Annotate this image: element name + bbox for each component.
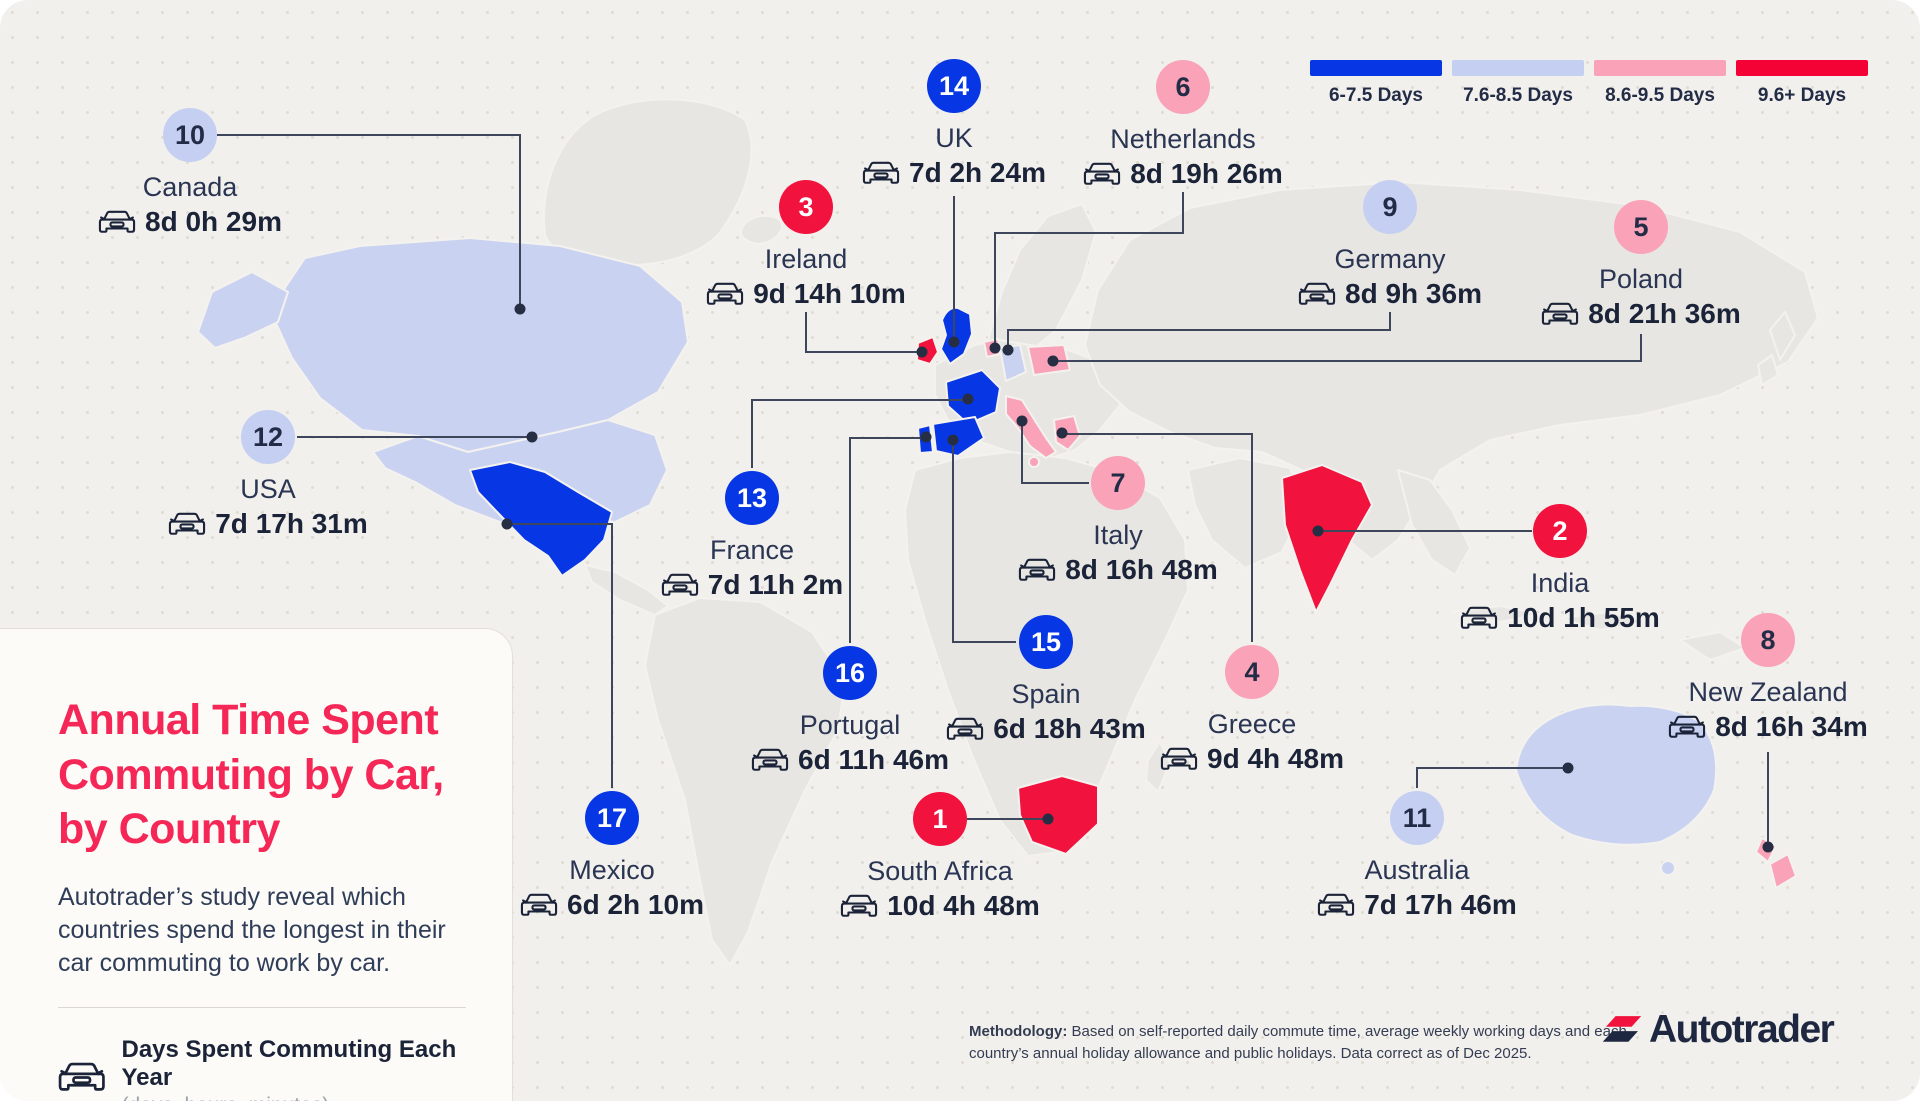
country-shape-italy [1005, 395, 1057, 459]
indonesia-shape-1 [1451, 605, 1541, 623]
country-shape-sicily [1028, 456, 1040, 468]
key-row: Days Spent Commuting Each Year (days, ho… [58, 1036, 466, 1101]
south-america-shape [644, 597, 846, 966]
legend-swatch-red [1736, 60, 1868, 76]
leader-italy [1021, 426, 1089, 484]
country-shape-canada [269, 237, 689, 453]
legend-item-7-6-8-5: 7.6-8.5 Days [1452, 60, 1584, 107]
leader-portugal [849, 437, 922, 643]
key-sublabel: (days, hours, minutes) [122, 1094, 467, 1101]
legend-item-6-7-5: 6-7.5 Days [1310, 60, 1442, 107]
greenland-shape [543, 98, 753, 266]
leader-greece [1066, 433, 1253, 642]
legend-item-8-6-9-5: 8.6-9.5 Days [1594, 60, 1726, 107]
autotrader-logo: Autotrader [1602, 1008, 1835, 1052]
country-shape-tasmania [1660, 860, 1676, 876]
country-shape-mexico [469, 461, 613, 577]
middle-east-shape [1187, 457, 1306, 569]
title-panel: Annual Time Spent Commuting by Car, by C… [0, 628, 513, 1101]
legend-swatch-pink [1594, 60, 1726, 76]
leader-australia [1416, 767, 1564, 788]
leader-mexico [511, 523, 613, 788]
legend-label: 7.6-8.5 Days [1463, 85, 1573, 106]
highlighted-countries [197, 237, 1797, 889]
iceland-shape [740, 214, 783, 245]
methodology-text: Based on self-reported daily commute tim… [969, 1023, 1627, 1062]
key-label: Days Spent Commuting Each Year [121, 1035, 457, 1091]
leader-germany [1007, 312, 1391, 346]
country-shape-australia [1515, 703, 1718, 846]
legend-label: 9.6+ Days [1757, 85, 1847, 106]
japan-shape-1 [1769, 311, 1796, 361]
panel-divider [58, 1006, 466, 1008]
car-icon [58, 1058, 106, 1096]
autotrader-flag-icon [1602, 1016, 1642, 1042]
color-legend: 6-7.5 Days 7.6-8.5 Days 8.6-9.5 Days 9.6… [1310, 60, 1868, 107]
country-shape-india [1281, 464, 1373, 613]
japan-shape-2 [1757, 354, 1779, 386]
indonesia-shape-2 [1559, 611, 1649, 631]
legend-item-9-6-plus: 9.6+ Days [1736, 60, 1868, 107]
legend-label: 6-7.5 Days [1328, 85, 1423, 106]
legend-swatch-blue [1310, 60, 1442, 76]
leader-spain [952, 444, 1016, 643]
central-america-shape [584, 564, 669, 616]
page-title: Annual Time Spent Commuting by Car, by C… [58, 696, 444, 854]
leader-ireland [805, 312, 918, 353]
country-shape-new-zealand-south [1769, 853, 1797, 889]
country-shape-uk [940, 306, 973, 365]
scandinavia-shape [987, 203, 1097, 359]
leader-netherlands [994, 192, 1184, 344]
asia-shape [1084, 181, 1819, 561]
page-subtitle: Autotrader’s study reveal which countrie… [58, 882, 446, 978]
brand-name: Autotrader [1649, 1008, 1835, 1051]
methodology-note: Methodology: Based on self-reported dail… [969, 1021, 1659, 1065]
madagascar-shape [1145, 741, 1171, 793]
legend-swatch-lightblue [1452, 60, 1584, 76]
country-shape-spain [932, 416, 985, 457]
legend-label: 8.6-9.5 Days [1605, 85, 1715, 106]
leader-poland [1058, 334, 1642, 362]
leader-france [751, 399, 964, 468]
leader-lines [217, 134, 1769, 843]
leader-dots [501, 303, 1774, 853]
new-guinea-shape [1679, 631, 1746, 661]
methodology-label: Methodology: [969, 1023, 1068, 1040]
country-shape-alaska [197, 271, 289, 349]
leader-canada [217, 134, 521, 305]
